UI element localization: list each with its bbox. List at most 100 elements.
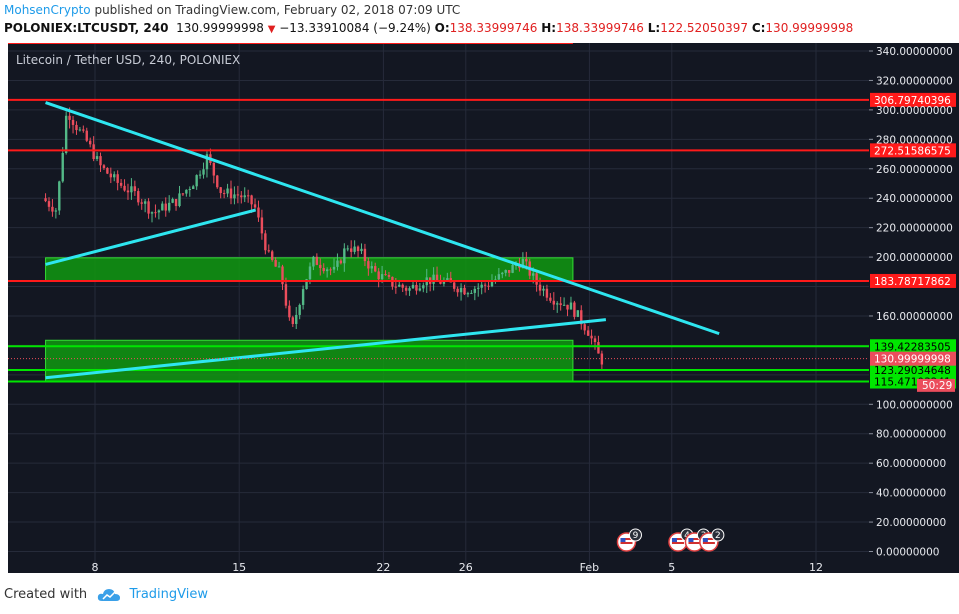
- candle-body: [453, 282, 456, 289]
- candle-body: [240, 195, 243, 198]
- candle-body: [164, 203, 167, 211]
- countdown-label-bg: [917, 378, 955, 392]
- candle-body: [308, 266, 312, 280]
- candle-body: [171, 199, 174, 203]
- candle-body: [319, 264, 322, 268]
- candle-body: [336, 260, 339, 267]
- x-tick-label: 15: [232, 561, 246, 574]
- candle-body: [549, 297, 552, 301]
- open-value: 138.33999746: [449, 21, 538, 35]
- support-price-label-bg: [870, 363, 956, 378]
- candle-body: [85, 130, 88, 141]
- candle-body: [246, 195, 250, 197]
- candle-body: [312, 256, 315, 267]
- candle-body: [322, 267, 325, 272]
- candle-body: [556, 303, 559, 305]
- price-chart[interactable]: Litecoin / Tether USD, 240, POLONIEX 306.…: [0, 43, 959, 576]
- candle-body: [243, 195, 246, 198]
- candle-body: [446, 278, 449, 281]
- tradingview-link[interactable]: TradingView: [129, 587, 208, 602]
- candle-body: [593, 338, 597, 343]
- candle-body: [202, 169, 205, 175]
- candle-body: [68, 115, 71, 120]
- candle-body: [360, 248, 363, 252]
- candle-body: [401, 284, 404, 288]
- candle-body: [559, 303, 562, 306]
- x-tick-label: 22: [376, 561, 390, 574]
- last-price-label: 130.99999998: [874, 354, 951, 366]
- y-tick-label: 340.00000000: [876, 46, 953, 58]
- candle-body: [106, 167, 109, 174]
- event-marker: 2: [699, 528, 725, 552]
- candle-body: [432, 274, 435, 284]
- candle-body: [442, 280, 446, 284]
- candle-body: [477, 287, 480, 289]
- resistance-price-label: 183.78717862: [874, 276, 951, 288]
- published-text: published on TradingView.com, February 0…: [94, 3, 461, 17]
- close-label: C:: [751, 21, 766, 35]
- candle-body: [147, 201, 150, 214]
- candle-body: [95, 156, 99, 160]
- support-price-label: 139.42283505: [874, 341, 951, 353]
- event-count-badge: [628, 528, 642, 542]
- candle-body: [511, 264, 514, 273]
- candle-body: [573, 302, 576, 317]
- candle-body: [226, 188, 229, 194]
- candle-body: [398, 284, 401, 287]
- candle-body: [75, 124, 78, 131]
- low-value: 122.52050397: [660, 21, 748, 35]
- candle-body: [185, 189, 188, 194]
- candle-body: [531, 273, 535, 276]
- created-with-text: Created with: [4, 587, 88, 602]
- candle-body: [583, 324, 586, 331]
- candle-body: [404, 287, 408, 291]
- candle-body: [253, 204, 257, 208]
- event-count-label: 2: [715, 531, 721, 541]
- y-tick-label: 80.00000000: [876, 429, 946, 441]
- candle-body: [219, 187, 222, 194]
- candle-body: [301, 289, 305, 305]
- x-tick-label: Feb: [580, 561, 599, 574]
- candle-body: [181, 193, 185, 195]
- candle-body: [178, 193, 181, 207]
- candle-body: [267, 250, 270, 252]
- candle-body: [54, 210, 58, 212]
- candle-body: [109, 173, 113, 178]
- resistance-price-label: 306.79740396: [874, 95, 951, 107]
- candle-body: [470, 292, 473, 294]
- candle-body: [353, 246, 356, 252]
- trendline: [45, 101, 720, 336]
- candle-body: [597, 342, 600, 354]
- author-link[interactable]: MohsenCrypto: [4, 3, 91, 17]
- candle-body: [363, 248, 367, 262]
- y-tick-label: 200.00000000: [876, 252, 953, 264]
- candle-body: [123, 185, 126, 191]
- event-marker: 9: [616, 528, 642, 552]
- candle-body: [325, 269, 329, 272]
- down-arrow-icon: ▼: [267, 24, 276, 35]
- candle-body: [133, 186, 137, 192]
- candle-body: [264, 233, 267, 251]
- candle-body: [473, 288, 477, 293]
- publish-info: MohsenCrypto published on TradingView.co…: [4, 3, 460, 17]
- y-tick-label: 100.00000000: [876, 399, 953, 411]
- candle-body: [116, 174, 119, 183]
- candle-body: [490, 281, 494, 287]
- candle-body: [387, 274, 391, 277]
- y-tick-label: 320.00000000: [876, 75, 953, 87]
- resistance-price-label: 272.51586575: [874, 145, 951, 157]
- flag-stripe: [671, 542, 684, 544]
- candle-body: [236, 194, 240, 196]
- candle-body: [535, 273, 538, 285]
- candle-body: [466, 293, 470, 295]
- flag-stripe: [620, 542, 633, 544]
- candle-body: [174, 199, 178, 207]
- candle-body: [130, 186, 133, 193]
- candle-body: [600, 353, 604, 365]
- candle-body: [329, 269, 332, 271]
- candle-body: [82, 129, 85, 131]
- candle-body: [435, 274, 439, 281]
- ohlc-header: POLONIEX:LTCUSDT, 240 130.99999998 ▼ −13…: [4, 21, 853, 35]
- flag-canton: [671, 538, 677, 542]
- candle-body: [143, 201, 147, 204]
